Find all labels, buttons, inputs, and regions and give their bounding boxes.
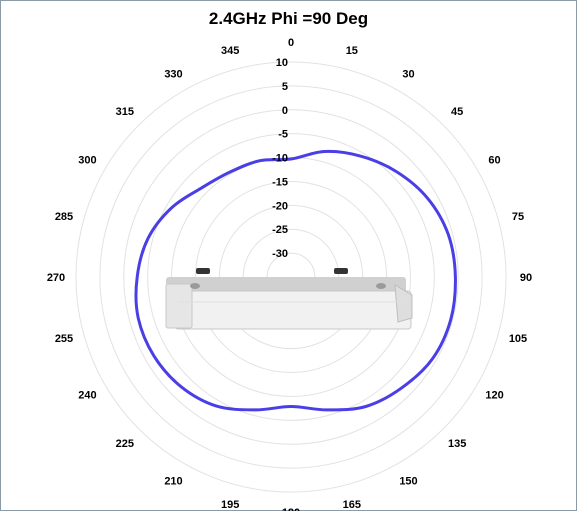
angular-tick-label: 225 xyxy=(116,438,134,450)
radial-tick-label: -30 xyxy=(272,248,288,260)
angular-tick-label: 90 xyxy=(520,272,532,284)
angular-tick-labels: 0153045607590105120135150165180195210225… xyxy=(47,37,532,511)
angular-tick-label: 180 xyxy=(282,507,300,511)
radial-tick-label: -15 xyxy=(272,176,288,188)
angular-tick-label: 315 xyxy=(116,106,134,118)
grid-ring xyxy=(75,61,507,493)
radial-tick-label: -10 xyxy=(272,153,288,165)
grid-ring xyxy=(99,85,483,469)
series-line xyxy=(134,149,457,412)
angular-tick-label: 240 xyxy=(78,390,96,402)
angular-tick-label: 150 xyxy=(399,476,417,488)
angular-tick-label: 60 xyxy=(488,155,500,167)
series-layer xyxy=(134,149,457,412)
radial-tick-label: 10 xyxy=(276,57,288,69)
angular-tick-label: 270 xyxy=(47,272,65,284)
angular-tick-label: 165 xyxy=(343,499,361,511)
angular-tick-label: 135 xyxy=(448,438,466,450)
chart-title: 2.4GHz Phi =90 Deg xyxy=(208,9,369,28)
angular-tick-label: 0 xyxy=(288,37,294,49)
angular-tick-label: 120 xyxy=(485,390,503,402)
radial-tick-label: 5 xyxy=(282,81,288,93)
access-point-device-icon xyxy=(165,268,413,330)
radial-tick-label: -5 xyxy=(278,129,288,141)
angular-tick-label: 45 xyxy=(451,106,463,118)
angular-tick-label: 345 xyxy=(221,45,239,57)
angular-tick-label: 330 xyxy=(164,68,182,80)
angular-tick-label: 75 xyxy=(512,211,524,223)
grid-ring xyxy=(147,133,435,421)
angular-tick-label: 255 xyxy=(55,333,73,345)
angular-tick-label: 210 xyxy=(164,476,182,488)
angular-tick-label: 300 xyxy=(78,155,96,167)
angular-tick-label: 105 xyxy=(509,333,527,345)
angular-tick-label: 195 xyxy=(221,499,239,511)
angular-tick-label: 285 xyxy=(55,211,73,223)
radial-tick-label: -25 xyxy=(272,224,288,236)
angular-tick-label: 30 xyxy=(402,68,414,80)
radial-tick-label: 0 xyxy=(282,105,288,117)
radial-tick-label: -20 xyxy=(272,200,288,212)
grid-ring xyxy=(123,109,459,445)
radial-tick-labels: 10 5 0 -5 -10 -15 -20 -25 -30 xyxy=(272,57,288,260)
angular-tick-label: 15 xyxy=(346,45,358,57)
